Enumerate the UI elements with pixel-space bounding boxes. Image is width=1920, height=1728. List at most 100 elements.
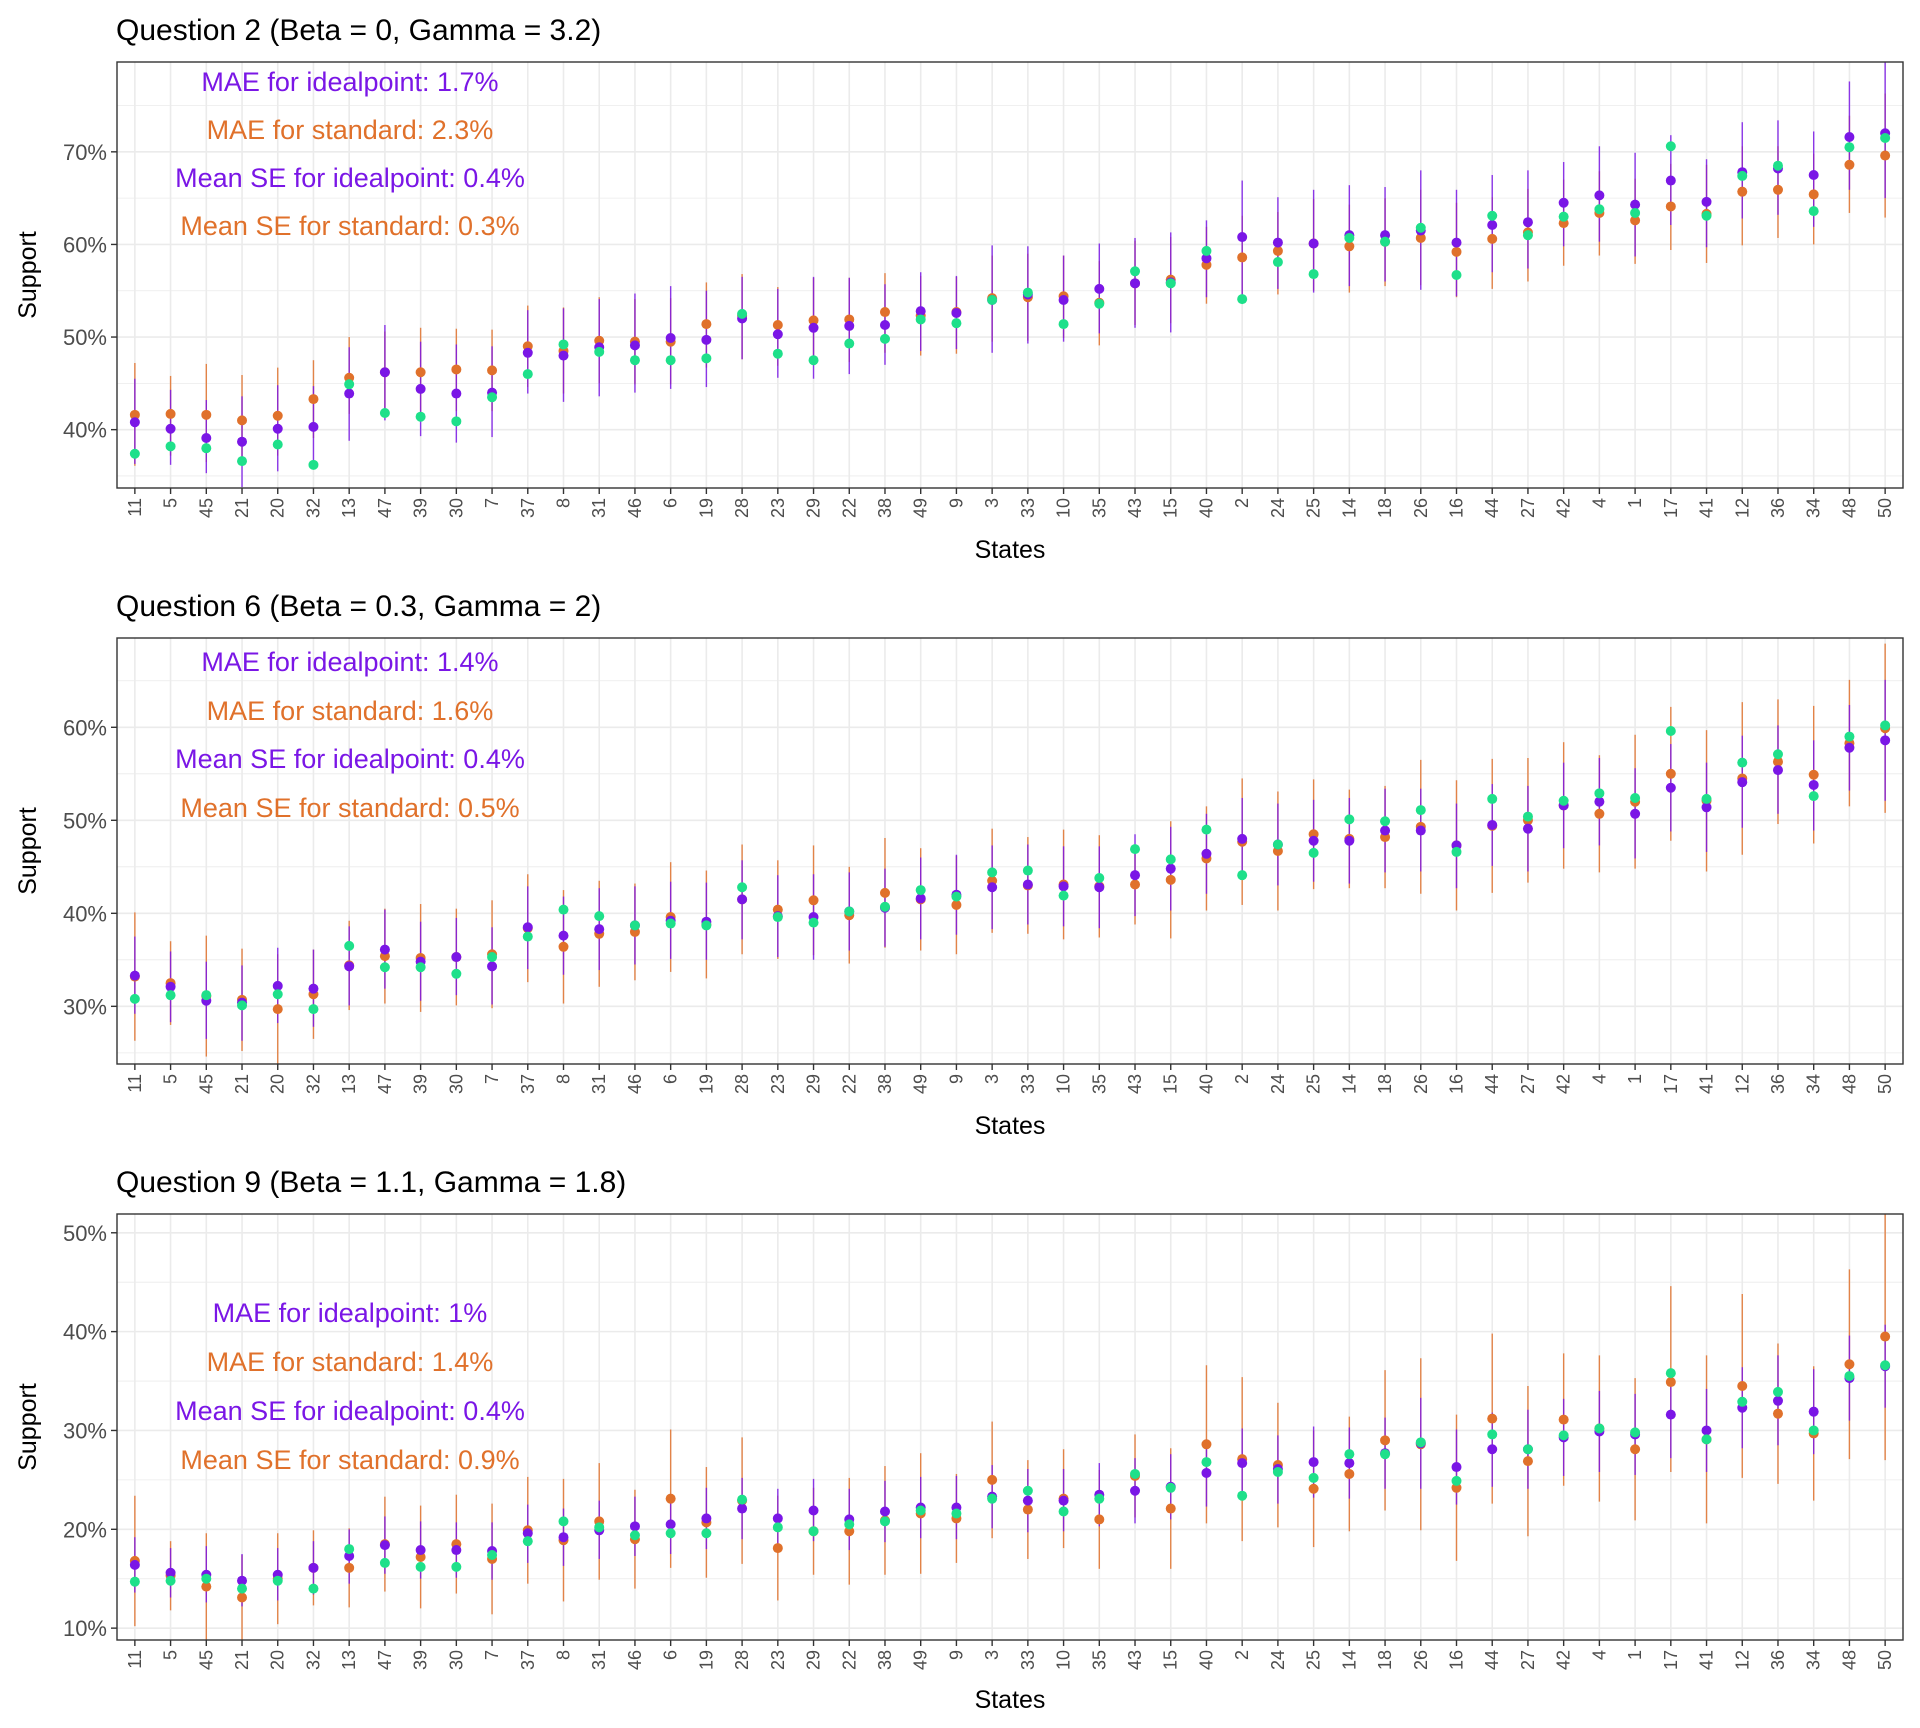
x-tick-label: 39 [411, 1074, 431, 1094]
x-tick-label: 8 [554, 498, 574, 508]
x-tick-label: 5 [161, 1650, 181, 1660]
point-standard [1451, 1482, 1462, 1493]
y-tick-label: 20% [63, 1517, 107, 1542]
x-tick-label: 38 [875, 498, 895, 518]
point-standard [1665, 768, 1676, 779]
point-truth [1665, 1368, 1676, 1379]
x-tick-label: 40 [1196, 1074, 1216, 1094]
point-idealpoint [879, 1506, 890, 1517]
x-tick-label: 14 [1339, 1650, 1359, 1670]
x-tick-label: 30 [446, 1650, 466, 1670]
point-idealpoint [1630, 199, 1641, 210]
mae-annotation: Mean SE for standard: 0.5% [180, 793, 519, 823]
point-standard [272, 1004, 283, 1015]
x-tick-label: 43 [1125, 498, 1145, 518]
point-truth [1022, 1485, 1033, 1496]
point-standard [1772, 184, 1783, 195]
x-tick-label: 14 [1339, 498, 1359, 518]
point-idealpoint [1094, 882, 1105, 893]
point-idealpoint [772, 1513, 783, 1524]
point-idealpoint [1844, 132, 1855, 143]
x-tick-label: 36 [1768, 498, 1788, 518]
x-tick-label: 5 [161, 1074, 181, 1084]
point-idealpoint [1130, 1485, 1141, 1496]
x-tick-label: 50 [1875, 1074, 1895, 1094]
point-idealpoint [1237, 833, 1248, 844]
x-tick-label: 46 [625, 1074, 645, 1094]
point-standard [1308, 1483, 1319, 1494]
point-idealpoint [1237, 1458, 1248, 1469]
x-tick-label: 14 [1339, 1074, 1359, 1094]
point-truth [665, 918, 676, 929]
point-truth [1058, 890, 1069, 901]
point-standard [772, 320, 783, 331]
x-tick-label: 45 [196, 1650, 216, 1670]
point-truth [737, 882, 748, 893]
point-standard [487, 365, 498, 376]
x-tick-label: 49 [911, 1650, 931, 1670]
point-idealpoint [1844, 742, 1855, 753]
point-truth [1772, 749, 1783, 760]
point-idealpoint [1308, 835, 1319, 846]
point-truth [1415, 805, 1426, 816]
point-standard [844, 1526, 855, 1537]
point-truth [451, 1561, 462, 1572]
point-idealpoint [1808, 1406, 1819, 1417]
point-truth [1022, 287, 1033, 298]
point-truth [1451, 846, 1462, 857]
point-standard [558, 941, 569, 952]
point-idealpoint [915, 306, 926, 317]
x-tick-label: 8 [554, 1650, 574, 1660]
point-idealpoint [1701, 802, 1712, 813]
x-tick-label: 18 [1375, 1650, 1395, 1670]
point-idealpoint [522, 1528, 533, 1539]
point-truth [165, 441, 176, 452]
x-tick-label: 17 [1661, 1074, 1681, 1094]
x-tick-label: 47 [375, 1074, 395, 1094]
point-truth [308, 1004, 319, 1015]
point-truth [1522, 1444, 1533, 1455]
x-tick-label: 41 [1697, 1074, 1717, 1094]
point-idealpoint [1594, 796, 1605, 807]
x-tick-label: 7 [482, 498, 502, 508]
point-truth [1130, 266, 1141, 277]
x-tick-label: 1 [1625, 498, 1645, 508]
point-standard [665, 1493, 676, 1504]
point-standard [1772, 756, 1783, 767]
point-truth [272, 1575, 283, 1586]
x-tick-label: 6 [661, 1650, 681, 1660]
point-standard [1130, 879, 1141, 890]
point-truth [1058, 1506, 1069, 1517]
point-standard [1880, 150, 1891, 161]
x-tick-label: 28 [732, 1650, 752, 1670]
point-standard [1880, 1331, 1891, 1342]
point-idealpoint [1058, 881, 1069, 892]
point-idealpoint [129, 970, 140, 981]
x-tick-label: 47 [375, 1650, 395, 1670]
point-idealpoint [879, 320, 890, 331]
point-idealpoint [558, 930, 569, 941]
point-truth [451, 416, 462, 427]
y-axis-label: Support [14, 231, 42, 319]
point-truth [1558, 211, 1569, 222]
x-tick-label: 7 [482, 1650, 502, 1660]
points-truth [129, 1360, 1891, 1594]
mae-annotation: Mean SE for idealpoint: 0.4% [175, 163, 525, 193]
point-idealpoint [1344, 835, 1355, 846]
point-idealpoint [1772, 1395, 1783, 1406]
x-tick-label: 19 [696, 1650, 716, 1670]
point-idealpoint [1701, 196, 1712, 207]
x-tick-label: 20 [268, 1650, 288, 1670]
x-tick-label: 36 [1768, 1650, 1788, 1670]
point-truth [915, 1505, 926, 1516]
point-truth [308, 1583, 319, 1594]
x-tick-label: 22 [839, 498, 859, 518]
point-truth [1201, 824, 1212, 835]
point-standard [1487, 233, 1498, 244]
x-tick-label: 43 [1125, 1074, 1145, 1094]
x-tick-label: 10 [1054, 1650, 1074, 1670]
point-truth [1380, 236, 1391, 247]
x-tick-label: 4 [1589, 1650, 1609, 1660]
point-idealpoint [522, 347, 533, 358]
y-tick-label: 40% [63, 418, 107, 443]
